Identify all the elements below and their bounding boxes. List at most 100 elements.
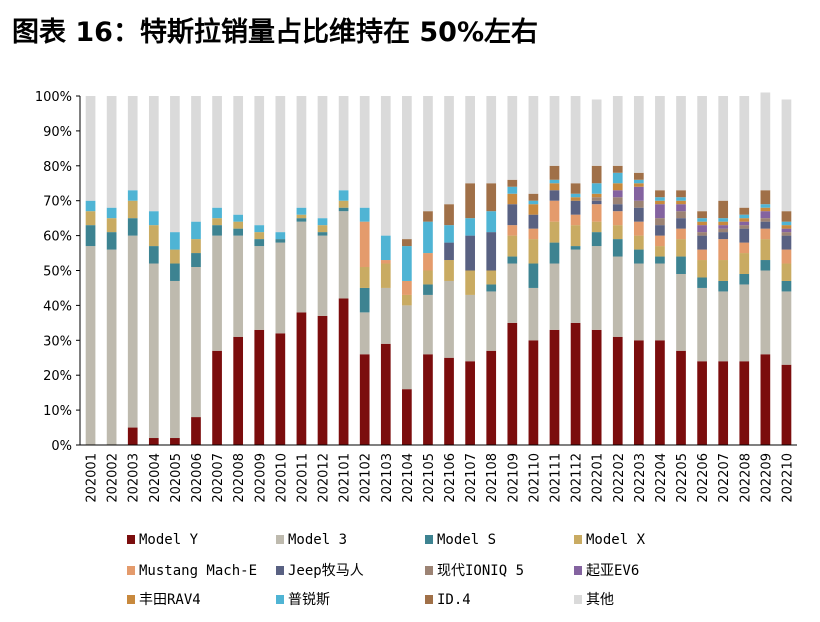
bar-segment bbox=[507, 179, 518, 187]
x-tick-label: 202210 bbox=[780, 453, 795, 503]
bar-segment bbox=[486, 270, 497, 285]
bar-segment bbox=[655, 340, 665, 445]
legend-swatch bbox=[276, 535, 284, 544]
bar-segment bbox=[591, 329, 602, 445]
bar-segment bbox=[465, 270, 475, 295]
legend-label: Model 3 bbox=[288, 532, 347, 548]
bar-segment bbox=[85, 246, 96, 445]
bar-segment bbox=[549, 96, 560, 166]
x-tick-label: 202002 bbox=[106, 453, 121, 503]
bar-segment bbox=[423, 253, 433, 271]
bar-segment bbox=[275, 96, 286, 233]
bar-segment bbox=[781, 211, 792, 222]
bar-segment bbox=[275, 333, 286, 445]
bar-segment bbox=[549, 179, 560, 184]
bar-segment bbox=[655, 246, 665, 257]
bar-segment bbox=[676, 350, 686, 445]
bar-segment bbox=[212, 350, 222, 445]
bar-segment bbox=[106, 207, 117, 219]
bar-segment bbox=[655, 218, 665, 226]
bar-segment bbox=[676, 96, 686, 191]
bar-segment bbox=[507, 225, 518, 236]
bar-segment bbox=[676, 273, 686, 351]
bar-segment bbox=[191, 96, 201, 222]
bar-segment bbox=[275, 239, 286, 243]
bar-segment bbox=[781, 99, 792, 212]
bar-segment bbox=[781, 221, 792, 226]
bar-segment bbox=[127, 200, 138, 219]
bar-segment bbox=[676, 239, 686, 257]
bar-segment bbox=[591, 165, 602, 184]
x-tick-label: 202209 bbox=[759, 453, 774, 503]
x-tick-label: 202208 bbox=[738, 453, 753, 503]
bar-segment bbox=[507, 263, 518, 323]
bar-segment bbox=[212, 218, 222, 226]
x-tick-label: 202206 bbox=[696, 453, 711, 503]
bar-segment bbox=[633, 207, 644, 222]
bar-segment bbox=[612, 190, 623, 198]
bar-segment bbox=[317, 96, 328, 219]
bar-segment bbox=[254, 246, 265, 330]
x-tick-label: 202103 bbox=[380, 453, 395, 503]
x-tick-label: 202005 bbox=[169, 453, 184, 503]
bar-segment bbox=[127, 218, 138, 236]
bar-segment bbox=[739, 218, 750, 222]
bar-segment bbox=[591, 246, 602, 330]
bar-segment bbox=[106, 249, 117, 445]
bar-segment bbox=[507, 204, 518, 226]
bar-segment bbox=[781, 364, 792, 445]
bar-segment bbox=[633, 179, 644, 184]
bar-segment bbox=[191, 239, 201, 254]
bar-segment bbox=[528, 239, 539, 264]
bar-segment bbox=[465, 96, 475, 184]
bar-segment bbox=[655, 96, 665, 191]
bar-segment bbox=[212, 225, 222, 236]
legend-swatch bbox=[425, 535, 433, 544]
bar-segment bbox=[444, 242, 454, 261]
bar-segment bbox=[423, 294, 433, 355]
y-tick-label: 10% bbox=[43, 404, 72, 419]
bar-segment bbox=[296, 207, 307, 215]
bar-segment bbox=[444, 357, 454, 445]
bar-segment bbox=[739, 225, 750, 229]
bar-segment bbox=[317, 225, 328, 233]
bar-segment bbox=[127, 427, 138, 445]
bar-segment bbox=[233, 221, 244, 229]
bar-segment bbox=[359, 96, 370, 208]
bar-segment bbox=[739, 361, 750, 445]
legend-swatch bbox=[574, 535, 582, 544]
bar-segment bbox=[781, 235, 792, 250]
bar-segment bbox=[591, 204, 602, 222]
legend-label: 普锐斯 bbox=[288, 592, 330, 608]
bar-segment bbox=[380, 343, 391, 445]
bar-segment bbox=[718, 228, 729, 233]
bar-segment bbox=[528, 204, 539, 215]
bar-segment bbox=[549, 221, 560, 243]
bar-segment bbox=[739, 253, 750, 274]
x-tick-label: 202111 bbox=[548, 453, 563, 503]
bar-segment bbox=[423, 96, 433, 212]
bar-segment bbox=[148, 438, 159, 445]
bar-segment bbox=[338, 211, 349, 299]
x-tick-label: 202101 bbox=[338, 453, 353, 503]
bar-segment bbox=[633, 186, 644, 201]
bar-segment bbox=[85, 200, 96, 212]
bar-segment bbox=[760, 221, 771, 229]
legend-swatch bbox=[127, 566, 135, 575]
y-tick-label: 0% bbox=[51, 439, 72, 454]
bar-segment bbox=[106, 96, 117, 208]
x-tick-label: 202012 bbox=[317, 453, 332, 503]
bar-segment bbox=[718, 361, 729, 445]
bar-segment bbox=[148, 263, 159, 439]
bar-segment bbox=[739, 214, 750, 219]
bar-segment bbox=[296, 214, 307, 219]
x-tick-label: 202110 bbox=[527, 453, 542, 503]
bar-segment bbox=[697, 96, 707, 212]
bar-segment bbox=[697, 225, 707, 233]
bar-segment bbox=[718, 221, 729, 226]
bar-segment bbox=[296, 96, 307, 208]
bar-segment bbox=[570, 225, 581, 247]
bar-segment bbox=[254, 329, 265, 445]
bar-segment bbox=[465, 294, 475, 362]
bar-segment bbox=[612, 336, 623, 445]
